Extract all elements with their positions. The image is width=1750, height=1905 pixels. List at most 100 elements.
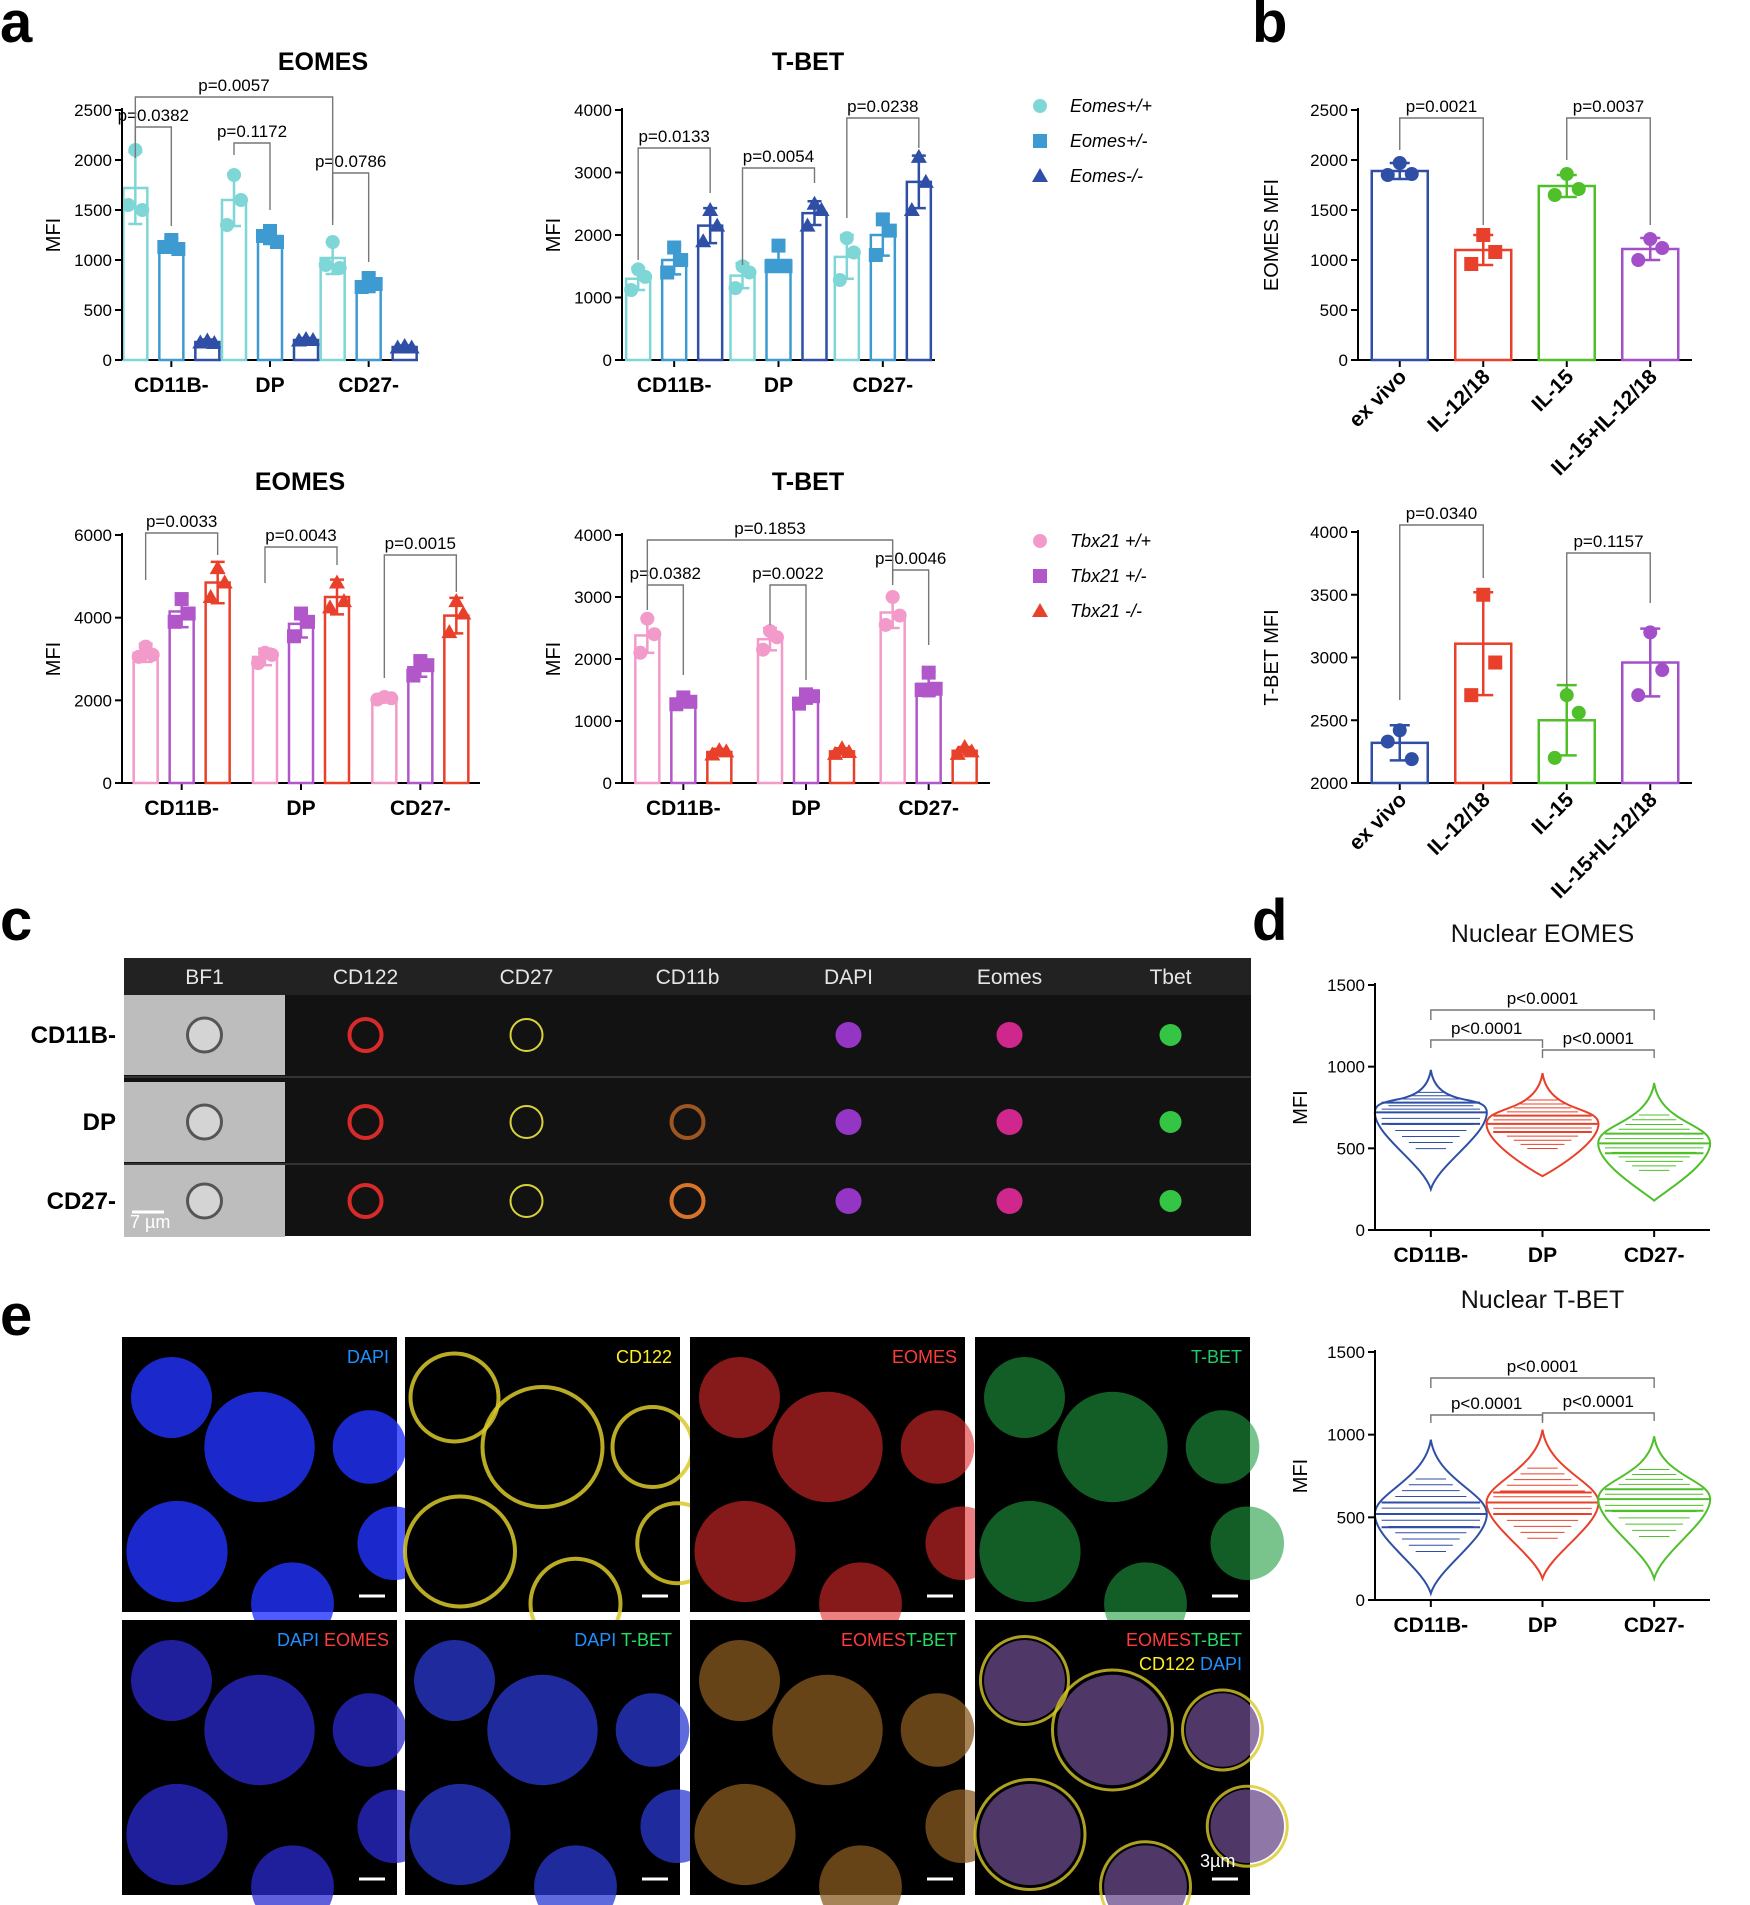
p-value-label: p=0.0340	[1406, 504, 1477, 523]
bar	[879, 611, 906, 785]
membrane-stain-cell	[669, 1183, 706, 1219]
cell-nucleus	[772, 1391, 883, 1503]
membrane-stain-cell	[509, 1184, 544, 1218]
significance-bracket	[383, 554, 458, 678]
cell-membrane	[403, 1494, 517, 1609]
y-axis-label: EOMES MFI	[1261, 179, 1283, 291]
data-point	[813, 202, 830, 216]
merge-label-part: DAPI	[574, 1630, 616, 1650]
p-value-label: p=0.0057	[198, 76, 269, 95]
cell-membrane	[979, 1635, 1070, 1726]
y-tick-label: 2500	[74, 101, 112, 120]
p-value-label: p<0.0001	[1563, 1029, 1634, 1048]
cell-membrane	[1051, 1668, 1174, 1792]
data-point	[270, 235, 284, 249]
channel-label: DAPI	[824, 966, 873, 989]
channel-label: CD27	[500, 966, 554, 989]
x-tick-label: IL-12/18	[1423, 365, 1495, 437]
data-point	[135, 203, 150, 217]
chart-title: EOMES	[255, 468, 345, 496]
y-tick-label: 0	[603, 774, 612, 793]
data-point	[921, 665, 936, 680]
data-point	[1631, 688, 1646, 703]
significance-bracket	[1566, 552, 1651, 685]
nuclear-stain-cell	[996, 1109, 1023, 1135]
brightfield-cell	[186, 1016, 223, 1054]
x-tick-label: DP	[1528, 1614, 1557, 1637]
nuclear-stain-cell	[1159, 1111, 1182, 1133]
cell-nucleus	[204, 1674, 315, 1786]
cell-nucleus	[126, 1783, 228, 1886]
membrane-stain-cell	[347, 1017, 384, 1053]
data-point	[1392, 723, 1407, 738]
legend-label: Eomes-/-	[1070, 166, 1143, 186]
p-value-label: p=0.0133	[638, 127, 709, 146]
data-point	[287, 629, 301, 644]
chart-title: T-BET	[772, 48, 844, 76]
legend-label: Tbx21 +/+	[1070, 531, 1151, 551]
y-tick-label: 1000	[574, 289, 612, 308]
data-point	[914, 683, 929, 697]
y-tick-label: 2000	[574, 226, 612, 245]
cell-membrane	[408, 1351, 501, 1444]
channel-label: CD122	[616, 1347, 672, 1367]
panel-label-d: d	[1252, 888, 1287, 953]
chart-d1: Nuclear EOMES CD11B- DP CD27- p<0.0001 p<0.00…	[1373, 920, 1712, 1267]
significance-bracket	[1399, 524, 1484, 700]
channel-label: Tbet	[1149, 966, 1191, 989]
chart-title: Nuclear T-BET	[1461, 1286, 1624, 1314]
data-point	[420, 658, 435, 673]
y-tick-label: 500	[1337, 1139, 1365, 1158]
bar	[756, 637, 784, 785]
legend-label: Tbx21 +/-	[1070, 566, 1147, 586]
cell-nucleus	[414, 1640, 495, 1721]
merge-label-part: T-BET	[1191, 1630, 1242, 1650]
data-point	[220, 218, 234, 232]
significance-bracket	[1541, 1412, 1655, 1421]
cell-membrane	[1205, 1784, 1289, 1868]
merge-label-part: EOMES	[319, 1630, 389, 1650]
p-value-label: p=0.0238	[847, 97, 918, 116]
y-tick-label: 2000	[574, 650, 612, 669]
legend-marker	[1033, 569, 1047, 583]
x-tick-label: CD27-	[898, 797, 959, 820]
cell-nucleus	[699, 1640, 780, 1721]
significance-bracket	[264, 546, 338, 583]
data-point	[1631, 253, 1646, 267]
x-tick-label: ex vivo	[1345, 365, 1412, 432]
data-point	[742, 265, 757, 280]
data-point	[157, 240, 172, 254]
y-tick-label: 1000	[1327, 1058, 1365, 1077]
p-value-label: p=0.0015	[385, 534, 456, 553]
y-tick-label: 2000	[74, 691, 112, 710]
data-point	[167, 614, 182, 629]
significance-bracket	[1566, 117, 1651, 225]
bar	[1537, 184, 1596, 362]
legend-eomes-genotype: Eomes+/+ Eomes+/- Eomes-/-	[1032, 96, 1152, 186]
bar	[323, 595, 351, 785]
legend-tbx21-genotype: Tbx21 +/+ Tbx21 +/- Tbx21 -/-	[1032, 531, 1151, 621]
data-point	[318, 258, 333, 272]
y-tick-label: 3000	[574, 164, 612, 183]
cell-nucleus	[251, 1845, 334, 1905]
p-value-label: p=0.1157	[1573, 532, 1643, 551]
d1-yaxis: 0 500 1000 1500 MFI	[1290, 976, 1376, 1240]
p-value-label: p=0.0037	[1573, 97, 1644, 116]
data-point	[702, 202, 719, 216]
data-point	[265, 647, 279, 662]
channel-label: BF1	[185, 966, 224, 989]
data-point	[1488, 655, 1503, 670]
data-point	[171, 242, 186, 256]
data-point	[764, 259, 779, 274]
data-point	[885, 590, 900, 604]
scale-bar-label: 7 µm	[130, 1212, 170, 1232]
data-point	[770, 630, 784, 645]
x-tick-label: IL-12/18	[1423, 788, 1495, 860]
y-tick-label: 2500	[1310, 101, 1348, 120]
chart-d2: Nuclear T-BET CD11B- DP CD27- p<0.0001 p<0.00…	[1373, 1286, 1712, 1637]
b1-yaxis: 0 500 1000 1500 2000 2500 EOMES MFI	[1261, 101, 1359, 370]
data-point	[441, 624, 458, 639]
x-tick-label: CD11B-	[637, 374, 712, 397]
y-tick-label: 1500	[1327, 1343, 1365, 1362]
